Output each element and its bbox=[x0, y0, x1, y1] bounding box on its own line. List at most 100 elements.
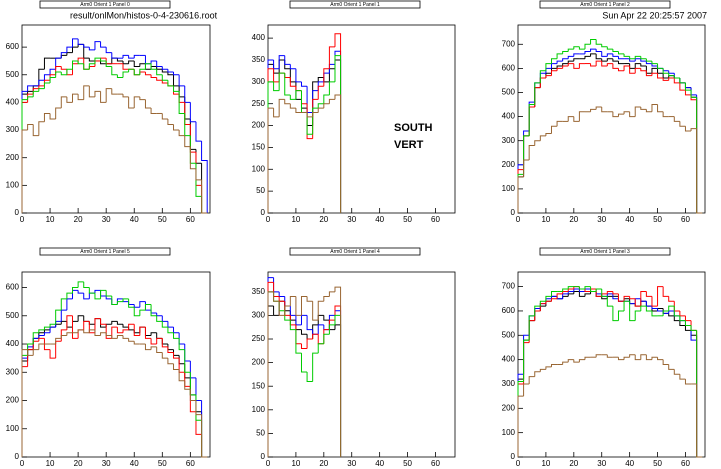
histogram-bin bbox=[578, 46, 585, 50]
histogram-bin bbox=[617, 357, 625, 361]
histogram-bin bbox=[83, 44, 90, 48]
histogram-bin bbox=[668, 313, 675, 317]
histogram-bin bbox=[684, 126, 692, 132]
histogram-bin bbox=[550, 364, 558, 367]
histogram-bin bbox=[534, 140, 541, 146]
histogram-bin bbox=[116, 327, 124, 334]
histogram-bin bbox=[550, 290, 558, 297]
histogram-bin bbox=[312, 111, 319, 117]
title-box bbox=[39, 247, 171, 256]
histogram-bin bbox=[189, 389, 196, 402]
histogram-bin bbox=[150, 63, 157, 70]
histogram-bin bbox=[122, 324, 129, 328]
histogram-bin bbox=[590, 53, 597, 57]
x-tick-label: 20 bbox=[74, 215, 83, 224]
histogram-bin bbox=[105, 290, 112, 297]
histogram-bin bbox=[116, 74, 124, 79]
histogram-bin bbox=[43, 112, 51, 122]
histogram-bin bbox=[528, 315, 535, 341]
histogram-bin bbox=[105, 60, 112, 67]
histogram-bin bbox=[567, 55, 574, 59]
histogram-bin bbox=[122, 329, 129, 333]
histogram-bin bbox=[617, 56, 625, 60]
y-tick-label: 100 bbox=[502, 428, 516, 437]
histogram-bin bbox=[679, 78, 686, 84]
histogram-bin bbox=[651, 296, 658, 307]
histogram-bin bbox=[289, 94, 296, 100]
histogram-bin bbox=[77, 38, 84, 45]
histogram-bin bbox=[60, 96, 67, 108]
histogram-bin bbox=[128, 298, 135, 308]
histogram-bin bbox=[562, 51, 569, 54]
histogram-bin bbox=[173, 352, 180, 359]
histogram-bin bbox=[161, 352, 168, 359]
histogram-bin bbox=[128, 55, 135, 59]
histogram-bin bbox=[111, 326, 118, 339]
histogram-bin bbox=[60, 72, 67, 76]
histogram-bin bbox=[662, 286, 669, 297]
histogram-bin bbox=[645, 291, 652, 297]
histogram-bin bbox=[88, 63, 95, 70]
histogram-bin bbox=[161, 113, 168, 120]
histogram-bin bbox=[567, 48, 574, 52]
date: Sun Apr 22 20:25:57 2007 bbox=[602, 10, 707, 20]
x-tick-label: 50 bbox=[403, 215, 412, 224]
histogram-bin bbox=[673, 315, 680, 322]
histogram-bin bbox=[323, 296, 330, 302]
histogram-bin bbox=[645, 354, 652, 361]
x-tick-label: 0 bbox=[20, 215, 25, 224]
y-tick-label: 50 bbox=[256, 186, 265, 195]
histogram-bin bbox=[27, 124, 34, 131]
x-tick-label: 30 bbox=[102, 459, 111, 468]
histogram-bin bbox=[178, 74, 185, 87]
histogram-bin bbox=[673, 306, 680, 317]
histogram-bin bbox=[83, 320, 90, 330]
histogram-bin bbox=[567, 359, 574, 363]
histogram-bin bbox=[528, 104, 535, 136]
histogram-bin bbox=[328, 291, 335, 297]
histogram-bin bbox=[590, 108, 597, 112]
histogram-bin bbox=[144, 72, 152, 76]
x-tick-label: 30 bbox=[102, 215, 111, 224]
histogram-bin bbox=[111, 66, 118, 76]
histogram-bin bbox=[77, 94, 84, 101]
x-tick-label: 40 bbox=[130, 215, 139, 224]
histogram-bin bbox=[66, 96, 73, 103]
histogram-bin bbox=[173, 332, 180, 339]
histogram-bin bbox=[116, 321, 124, 325]
histogram-bin bbox=[77, 329, 84, 333]
histogram-bin bbox=[173, 85, 180, 92]
histogram-bin bbox=[111, 52, 118, 59]
histogram-bin bbox=[601, 44, 608, 48]
histogram-bin bbox=[295, 108, 302, 113]
y-tick-label: 700 bbox=[502, 39, 516, 48]
y-tick-label: 300 bbox=[502, 136, 516, 145]
histogram-bin bbox=[295, 90, 302, 100]
histogram-bin bbox=[640, 106, 647, 110]
histogram-bin bbox=[534, 371, 541, 377]
histogram-bin bbox=[539, 135, 546, 141]
histogram-bin bbox=[595, 49, 602, 53]
histogram-bin bbox=[556, 120, 563, 127]
histogram-bin bbox=[60, 335, 67, 339]
plot-area bbox=[267, 271, 456, 458]
histogram-bin bbox=[49, 68, 56, 75]
histogram-bin bbox=[267, 291, 274, 457]
histogram-bin bbox=[173, 124, 180, 131]
histogram-bin bbox=[645, 58, 652, 62]
histogram-bin bbox=[139, 68, 146, 75]
histogram-bin bbox=[584, 51, 591, 54]
histogram-bin bbox=[584, 293, 591, 297]
histogram-bin bbox=[562, 288, 569, 292]
histogram-bin bbox=[629, 65, 636, 74]
histogram-bin bbox=[105, 88, 112, 103]
histogram-bin bbox=[83, 329, 90, 334]
histogram-bin bbox=[161, 80, 168, 84]
x-tick-label: 40 bbox=[130, 459, 139, 468]
histogram-bin bbox=[116, 335, 124, 339]
histogram-bin bbox=[295, 68, 302, 83]
histogram-bin bbox=[617, 113, 625, 117]
histogram-bin bbox=[83, 281, 90, 289]
histogram-bin bbox=[111, 320, 118, 325]
histogram-bin bbox=[32, 349, 39, 356]
